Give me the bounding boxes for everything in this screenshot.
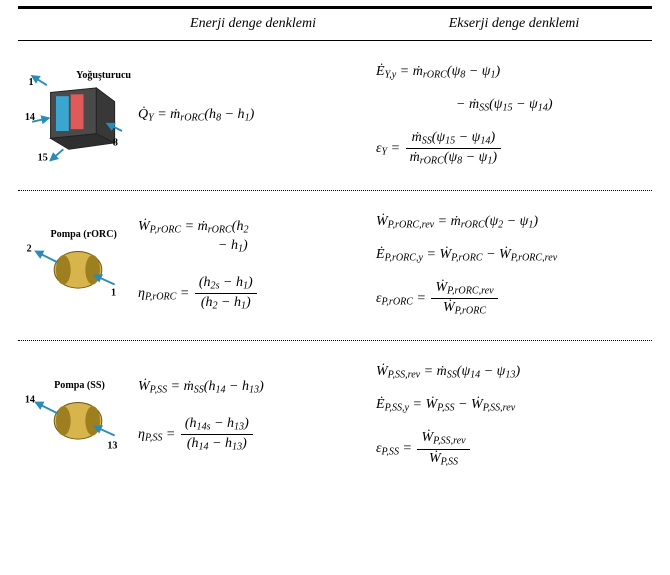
equation: ηP,SS = (h14s − h13)(h14 − h13): [138, 415, 368, 454]
exergy-cell: ẆP,SS,rev = ṁSS(ψ14 − ψ13) ĖP,SS,y = ẆP,…: [368, 363, 652, 468]
pump-icon: Pompa (SS) 13 14: [23, 375, 133, 458]
equations-table: Enerji denge denklemi Ekserji denge denk…: [0, 0, 670, 501]
pump-rorc-diagram: Pompa (rORC) 1 2: [18, 224, 138, 307]
pump-rorc-label: Pompa (rORC): [51, 229, 117, 240]
pump-ss-diagram: Pompa (SS) 13 14: [18, 375, 138, 458]
exergy-cell: ẆP,rORC,rev = ṁrORC(ψ2 − ψ1) ĖP,rORC,y =…: [368, 213, 652, 318]
equation: εY = ṁSS(ψ15 − ψ14)ṁrORC(ψ8 − ψ1): [376, 129, 652, 168]
equation: εP,SS = ẆP,SS,revẆP,SS: [376, 429, 652, 468]
equation: ẆP,rORC,rev = ṁrORC(ψ2 − ψ1): [376, 213, 652, 232]
header-exergy: Ekserji denge denklemi: [368, 15, 652, 34]
node-14: 14: [25, 394, 35, 405]
equation: ẆP,rORC = ṁrORC(h2− h1): [138, 218, 368, 256]
table-row: Pompa (SS) 13 14 ẆP,SS = ṁSS(h14 − h13) …: [18, 341, 652, 491]
equation: εP,rORC = ẆP,rORC,revẆP,rORC: [376, 279, 652, 318]
pump-ss-label: Pompa (SS): [54, 379, 105, 390]
table-header: Enerji denge denklemi Ekserji denge denk…: [18, 13, 652, 41]
exergy-cell: ĖY,y = ṁrORC(ψ8 − ψ1) − ṁSS(ψ15 − ψ14) ε…: [368, 63, 652, 168]
energy-cell: ẆP,rORC = ṁrORC(h2− h1) ηP,rORC = (h2s −…: [138, 218, 368, 313]
condenser-label: Yoğuşturucu: [76, 70, 131, 81]
header-energy: Enerji denge denklemi: [138, 15, 368, 34]
node-15: 15: [38, 152, 48, 163]
table-row: Pompa (rORC) 1 2 ẆP,rORC = ṁrORC(h2− h1)…: [18, 191, 652, 341]
equation: ĖP,rORC,y = ẆP,rORC − ẆP,rORC,rev: [376, 246, 652, 265]
node-1: 1: [111, 288, 116, 299]
energy-cell: Q̇Y = ṁrORC(h8 − h1): [138, 106, 368, 125]
table-row: Yoğuşturucu 1 14 15 8 Q̇Y = ṁrORC(h8: [18, 41, 652, 191]
equation: ĖY,y = ṁrORC(ψ8 − ψ1): [376, 63, 652, 82]
energy-cell: ẆP,SS = ṁSS(h14 − h13) ηP,SS = (h14s − h…: [138, 378, 368, 454]
equation: ĖP,SS,y = ẆP,SS − ẆP,SS,rev: [376, 396, 652, 415]
node-14: 14: [25, 112, 35, 123]
pump-icon: Pompa (rORC) 1 2: [23, 224, 133, 307]
equation: − ṁSS(ψ15 − ψ14): [376, 96, 652, 115]
header-spacer: [18, 15, 138, 34]
top-rule: [18, 6, 652, 9]
node-13: 13: [107, 440, 117, 451]
equation: ẆP,SS,rev = ṁSS(ψ14 − ψ13): [376, 363, 652, 382]
equation: Q̇Y = ṁrORC(h8 − h1): [138, 106, 368, 125]
equation: ηP,rORC = (h2s − h1)(h2 − h1): [138, 274, 368, 313]
node-2: 2: [27, 244, 32, 255]
equation: ẆP,SS = ṁSS(h14 − h13): [138, 378, 368, 397]
node-8: 8: [113, 138, 118, 149]
node-1: 1: [29, 77, 34, 88]
condenser-icon: Yoğuşturucu 1 14 15 8: [23, 65, 133, 166]
condenser-diagram: Yoğuşturucu 1 14 15 8: [18, 65, 138, 166]
